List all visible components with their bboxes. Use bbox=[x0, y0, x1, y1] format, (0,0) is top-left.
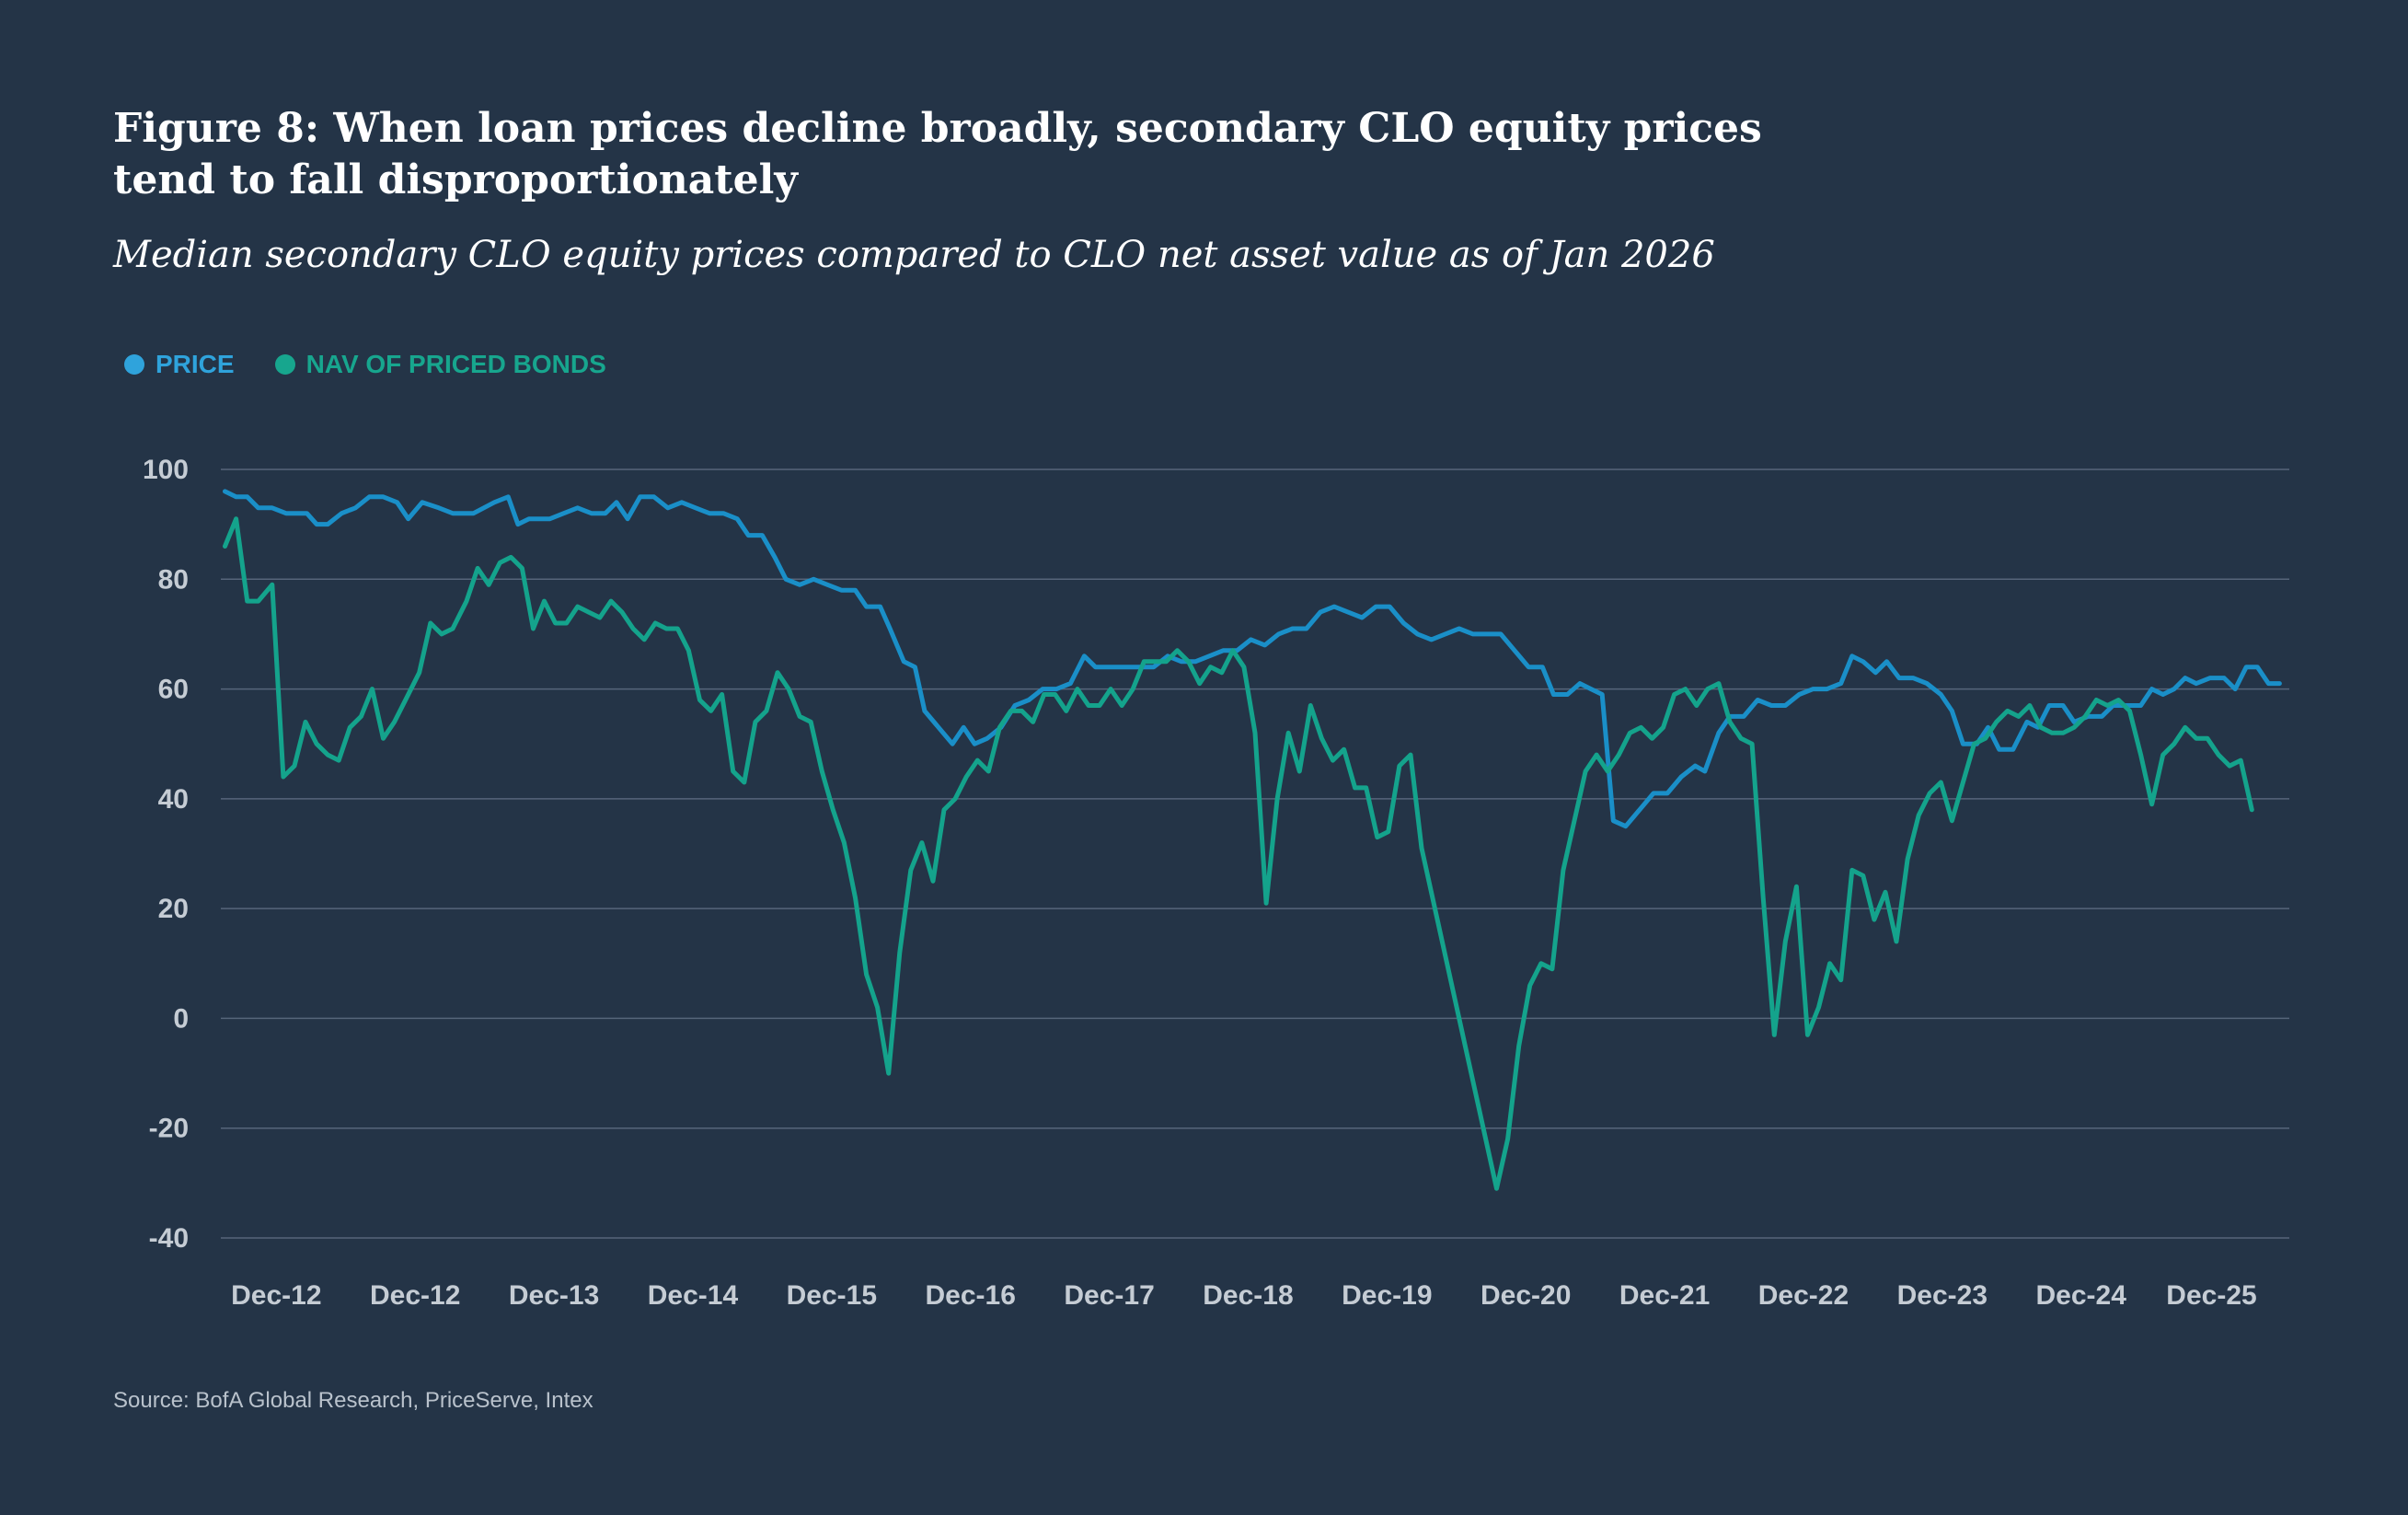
legend-item-nav[interactable]: NAV OF PRICED BONDS bbox=[274, 350, 606, 379]
chart-legend: PRICE NAV OF PRICED BONDS bbox=[124, 350, 647, 379]
x-tick-label: Dec-24 bbox=[2035, 1280, 2126, 1311]
x-tick-label: Dec-15 bbox=[787, 1280, 877, 1311]
legend-dot-price bbox=[124, 354, 144, 375]
x-tick-label: Dec-23 bbox=[1897, 1280, 1987, 1311]
legend-label-price: PRICE bbox=[156, 350, 235, 378]
legend-item-price[interactable]: PRICE bbox=[124, 350, 235, 379]
x-tick-label: Dec-14 bbox=[648, 1280, 739, 1311]
legend-dot-nav bbox=[274, 354, 295, 375]
y-tick-label: 100 bbox=[143, 455, 189, 485]
x-tick-label: Dec-22 bbox=[1758, 1280, 1849, 1311]
y-tick-label: 0 bbox=[173, 1003, 189, 1034]
x-tick-label: Dec-16 bbox=[926, 1280, 1016, 1311]
chart-title: Figure 8: When loan prices decline broad… bbox=[113, 105, 1762, 203]
x-tick-label: Dec-17 bbox=[1064, 1280, 1154, 1311]
series-line-price bbox=[223, 489, 2282, 829]
x-tick-label: Dec-25 bbox=[2166, 1280, 2256, 1311]
x-tick-label: Dec-20 bbox=[1481, 1280, 1571, 1311]
legend-label-nav: NAV OF PRICED BONDS bbox=[305, 350, 606, 378]
source-note: Source: BofA Global Research, PriceServe… bbox=[113, 1388, 593, 1413]
x-axis-ticks: Dec-12 Dec-12 Dec-13 Dec-14 Dec-15 Dec-16 Dec-… bbox=[231, 1280, 2257, 1311]
y-tick-label: -20 bbox=[149, 1114, 189, 1144]
y-tick-label: 40 bbox=[158, 784, 189, 815]
x-tick-label: Dec-12 bbox=[231, 1280, 321, 1311]
y-tick-label: 80 bbox=[158, 564, 189, 595]
x-tick-label: Dec-21 bbox=[1619, 1280, 1710, 1311]
x-tick-label: Dec-13 bbox=[509, 1280, 599, 1311]
y-axis-ticks: 100 80 60 40 20 0 -20 -40 bbox=[143, 455, 189, 1254]
y-tick-label: 60 bbox=[158, 675, 189, 705]
series-layer bbox=[223, 489, 2282, 1191]
y-tick-label: -40 bbox=[149, 1223, 189, 1254]
chart-subtitle: Median secondary CLO equity prices compa… bbox=[113, 234, 1715, 276]
series-line-nav bbox=[223, 516, 2254, 1191]
grid-layer bbox=[221, 468, 2289, 1239]
x-tick-label: Dec-19 bbox=[1342, 1280, 1432, 1311]
x-tick-label: Dec-18 bbox=[1203, 1280, 1293, 1311]
x-tick-label: Dec-12 bbox=[370, 1280, 460, 1311]
y-tick-label: 20 bbox=[158, 894, 189, 924]
